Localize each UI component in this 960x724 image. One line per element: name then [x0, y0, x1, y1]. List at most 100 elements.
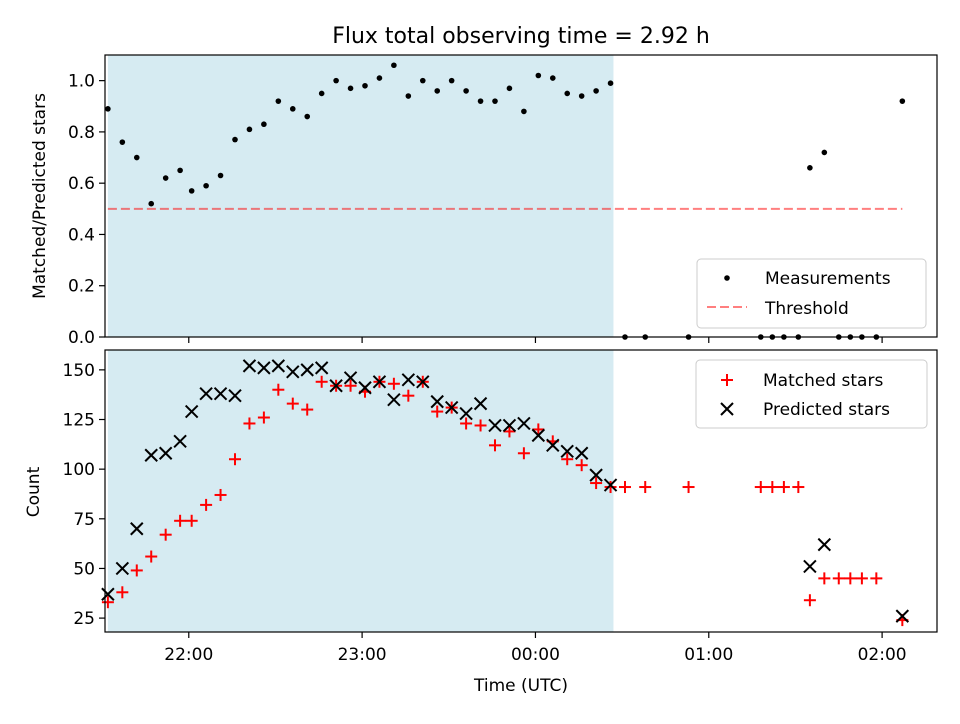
matched-star-point [619, 481, 631, 494]
matched-star-point [639, 481, 652, 494]
predicted-star-point [300, 363, 314, 377]
top-plot-frame [104, 54, 938, 338]
measurement-point [521, 108, 527, 115]
matched-star-point [387, 377, 400, 390]
legend-matched-label: Matched stars [763, 371, 883, 391]
matched-star-point [116, 586, 129, 599]
predicted-star-point [444, 400, 459, 415]
matched-star-point [200, 498, 213, 511]
top-ytick-label: 0.4 [68, 225, 95, 245]
matched-star-point [682, 481, 695, 494]
measurement-point [347, 85, 354, 92]
top-x-axis-ticks [188, 337, 883, 343]
measurement-point [492, 98, 498, 104]
bottom-xtick-label: 23:00 [338, 645, 387, 665]
bottom-ytick-label: 100 [63, 460, 95, 480]
matched-star-point [803, 594, 816, 607]
bottom-xtick-label: 00:00 [511, 645, 560, 665]
predicted-star-point [173, 434, 187, 449]
legend-matched-marker [721, 374, 733, 386]
matched-star-point [754, 481, 767, 494]
matched-star-point [286, 397, 299, 410]
top-ytick-label: 0.2 [68, 277, 95, 297]
measurement-point [506, 85, 513, 92]
measurement-point [246, 126, 253, 133]
bottom-observing-span [107, 350, 614, 632]
top-ytick-label: 0.8 [68, 123, 95, 143]
predicted-star-point [286, 365, 300, 379]
predicted-star-point [589, 468, 603, 482]
matched-star-point [315, 375, 328, 388]
matched-star-point [575, 459, 588, 472]
measurement-point [217, 172, 224, 179]
matched-star-point [214, 488, 227, 501]
matched-star-points [101, 375, 909, 627]
matched-star-point [870, 572, 883, 585]
matched-star-point [604, 481, 617, 494]
measurement-point [177, 167, 183, 174]
predicted-star-point [387, 392, 401, 407]
top-ytick-label: 0.0 [68, 328, 95, 348]
predicted-star-point [546, 438, 560, 453]
measurement-point [188, 188, 195, 194]
bottom-x-axis-ticks: 22:00 23:00 00:00 01:00 02:00 [164, 632, 907, 665]
predicted-star-point [228, 388, 242, 403]
matched-star-point [145, 550, 158, 563]
predicted-star-point [488, 418, 502, 433]
measurement-point [105, 106, 111, 112]
predicted-star-point [574, 446, 589, 460]
top-ytick-label: 0.6 [68, 174, 95, 194]
matched-star-point [159, 528, 172, 541]
predicted-star-point [560, 444, 574, 458]
predicted-star-points [101, 359, 910, 623]
measurement-point [405, 93, 412, 99]
measurement-point [232, 136, 238, 143]
bottom-legend: Matched stars Predicted stars [695, 359, 928, 429]
top-legend-box [696, 258, 927, 329]
matched-star-point [185, 514, 198, 527]
measurement-point [578, 93, 585, 99]
predicted-star-point [130, 522, 144, 536]
predicted-star-point [416, 375, 430, 389]
measurement-point [821, 149, 828, 156]
predicted-star-point [531, 428, 546, 443]
top-y-axis-ticks: 0.0 0.2 0.4 0.6 0.8 1.0 [68, 72, 105, 348]
predicted-star-point [144, 448, 158, 462]
legend-measurements-label: Measurements [765, 269, 891, 289]
bottom-plot-frame [104, 349, 938, 633]
top-panel: 0.0 0.2 0.4 0.6 0.8 1.0 Matched/Predicted sta… [30, 54, 938, 348]
top-ytick-label: 1.0 [68, 72, 95, 92]
measurement-point [434, 88, 441, 94]
predicted-star-point [817, 537, 832, 552]
predicted-star-point [343, 371, 358, 385]
predicted-star-point [401, 373, 416, 387]
measurement-point [448, 77, 455, 84]
measurement-point [318, 90, 325, 97]
top-y-axis-label: Matched/Predicted stars [30, 93, 50, 299]
top-observing-span [107, 55, 614, 337]
predicted-star-point [895, 609, 910, 623]
predicted-star-point [430, 394, 444, 409]
bottom-legend-box [695, 359, 928, 429]
legend-threshold-label: Threshold [764, 299, 849, 319]
bottom-ytick-label: 25 [73, 609, 95, 629]
measurement-point [275, 98, 282, 104]
matched-star-point [474, 419, 487, 432]
matched-star-point [517, 447, 530, 460]
measurement-point [535, 72, 542, 79]
matched-star-point [503, 425, 516, 438]
measurement-point [376, 75, 383, 81]
measurement-point [261, 121, 267, 128]
measurement-point [807, 165, 813, 171]
bottom-xtick-label: 02:00 [858, 645, 907, 665]
predicted-star-point [199, 386, 213, 401]
matched-star-point [777, 481, 790, 494]
measurement-point [463, 88, 469, 94]
matched-star-point [460, 417, 473, 430]
matched-star-point [844, 572, 857, 585]
predicted-star-point [372, 375, 387, 389]
matched-star-point [402, 389, 415, 402]
measurement-point [162, 175, 169, 181]
measurement-point [289, 106, 296, 112]
bottom-ytick-label: 150 [63, 361, 95, 381]
